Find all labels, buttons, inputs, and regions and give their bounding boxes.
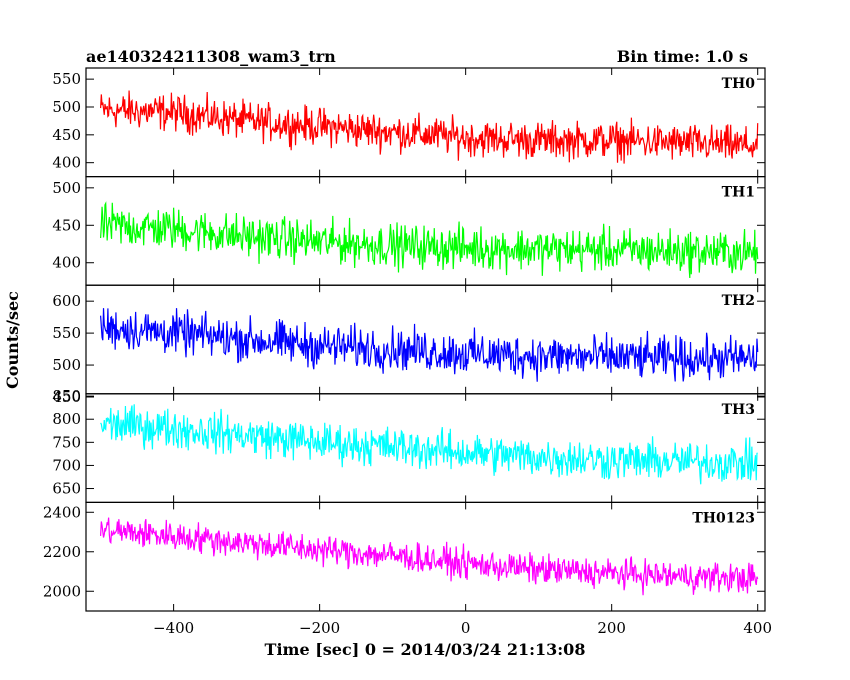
- y-tick-label: 400: [52, 154, 81, 172]
- y-tick-label: 450: [52, 216, 81, 234]
- y-tick-label: 750: [52, 433, 81, 451]
- panel-frame: [85, 501, 766, 612]
- x-tick-label: −400: [153, 619, 194, 637]
- y-tick-label: 850: [52, 387, 81, 405]
- x-tick-label: 400: [743, 619, 772, 637]
- panels-group: 400 450 500 550 TH0 400 450 500 TH1 450 500 550 600 T…: [43, 67, 766, 612]
- y-tick-label: 500: [52, 356, 81, 374]
- y-tick-label: 600: [52, 292, 81, 310]
- panel-th2: 450 500 550 600 TH2: [52, 284, 766, 406]
- series-line-th3: [100, 404, 758, 485]
- y-tick-label: 500: [52, 98, 81, 116]
- y-tick-label: 450: [52, 388, 81, 406]
- x-axis: −400 −200 0 200 400: [153, 619, 772, 637]
- panel-th0123: 2000 2200 2400 TH0123: [43, 501, 766, 612]
- y-tick-label: 2200: [43, 543, 81, 561]
- y-tick-label: 700: [52, 456, 81, 474]
- series-line-th0123: [100, 517, 759, 596]
- x-axis-label: Time [sec] 0 = 2014/03/24 21:13:08: [265, 640, 586, 659]
- panel-label: TH0123: [692, 510, 755, 526]
- panel-th0: 400 450 500 550 TH0: [52, 67, 766, 178]
- panel-label: TH3: [722, 402, 755, 418]
- y-tick-label: 400: [52, 254, 81, 272]
- y-tick-label: 650: [52, 480, 81, 498]
- y-tick-label: 500: [52, 179, 81, 197]
- bin-time-label: Bin time: 1.0 s: [617, 47, 748, 66]
- x-tick-label: 200: [597, 619, 626, 637]
- panel-th1: 400 450 500 TH1: [52, 176, 766, 286]
- panel-th3: 650 700 750 800 850 TH3: [52, 387, 766, 503]
- y-tick-label: 800: [52, 410, 81, 428]
- series-line-th2: [100, 308, 759, 382]
- x-tick-label: −200: [299, 619, 340, 637]
- panel-frame: [85, 176, 766, 286]
- y-tick-label: 2000: [43, 582, 81, 600]
- y-tick-label: 450: [52, 126, 81, 144]
- panel-label: TH0: [722, 76, 756, 92]
- series-line-th1: [100, 201, 759, 279]
- y-tick-label: 550: [52, 70, 81, 88]
- series-line-th0: [100, 90, 759, 164]
- chart-title: ae140324211308_wam3_trn: [86, 47, 336, 66]
- panel-label: TH1: [722, 185, 755, 201]
- x-tick-label: 0: [461, 619, 471, 637]
- panel-label: TH2: [722, 293, 755, 309]
- y-tick-label: 2400: [43, 503, 81, 521]
- y-axis-label: Counts/sec: [3, 291, 22, 389]
- y-tick-label: 550: [52, 324, 81, 342]
